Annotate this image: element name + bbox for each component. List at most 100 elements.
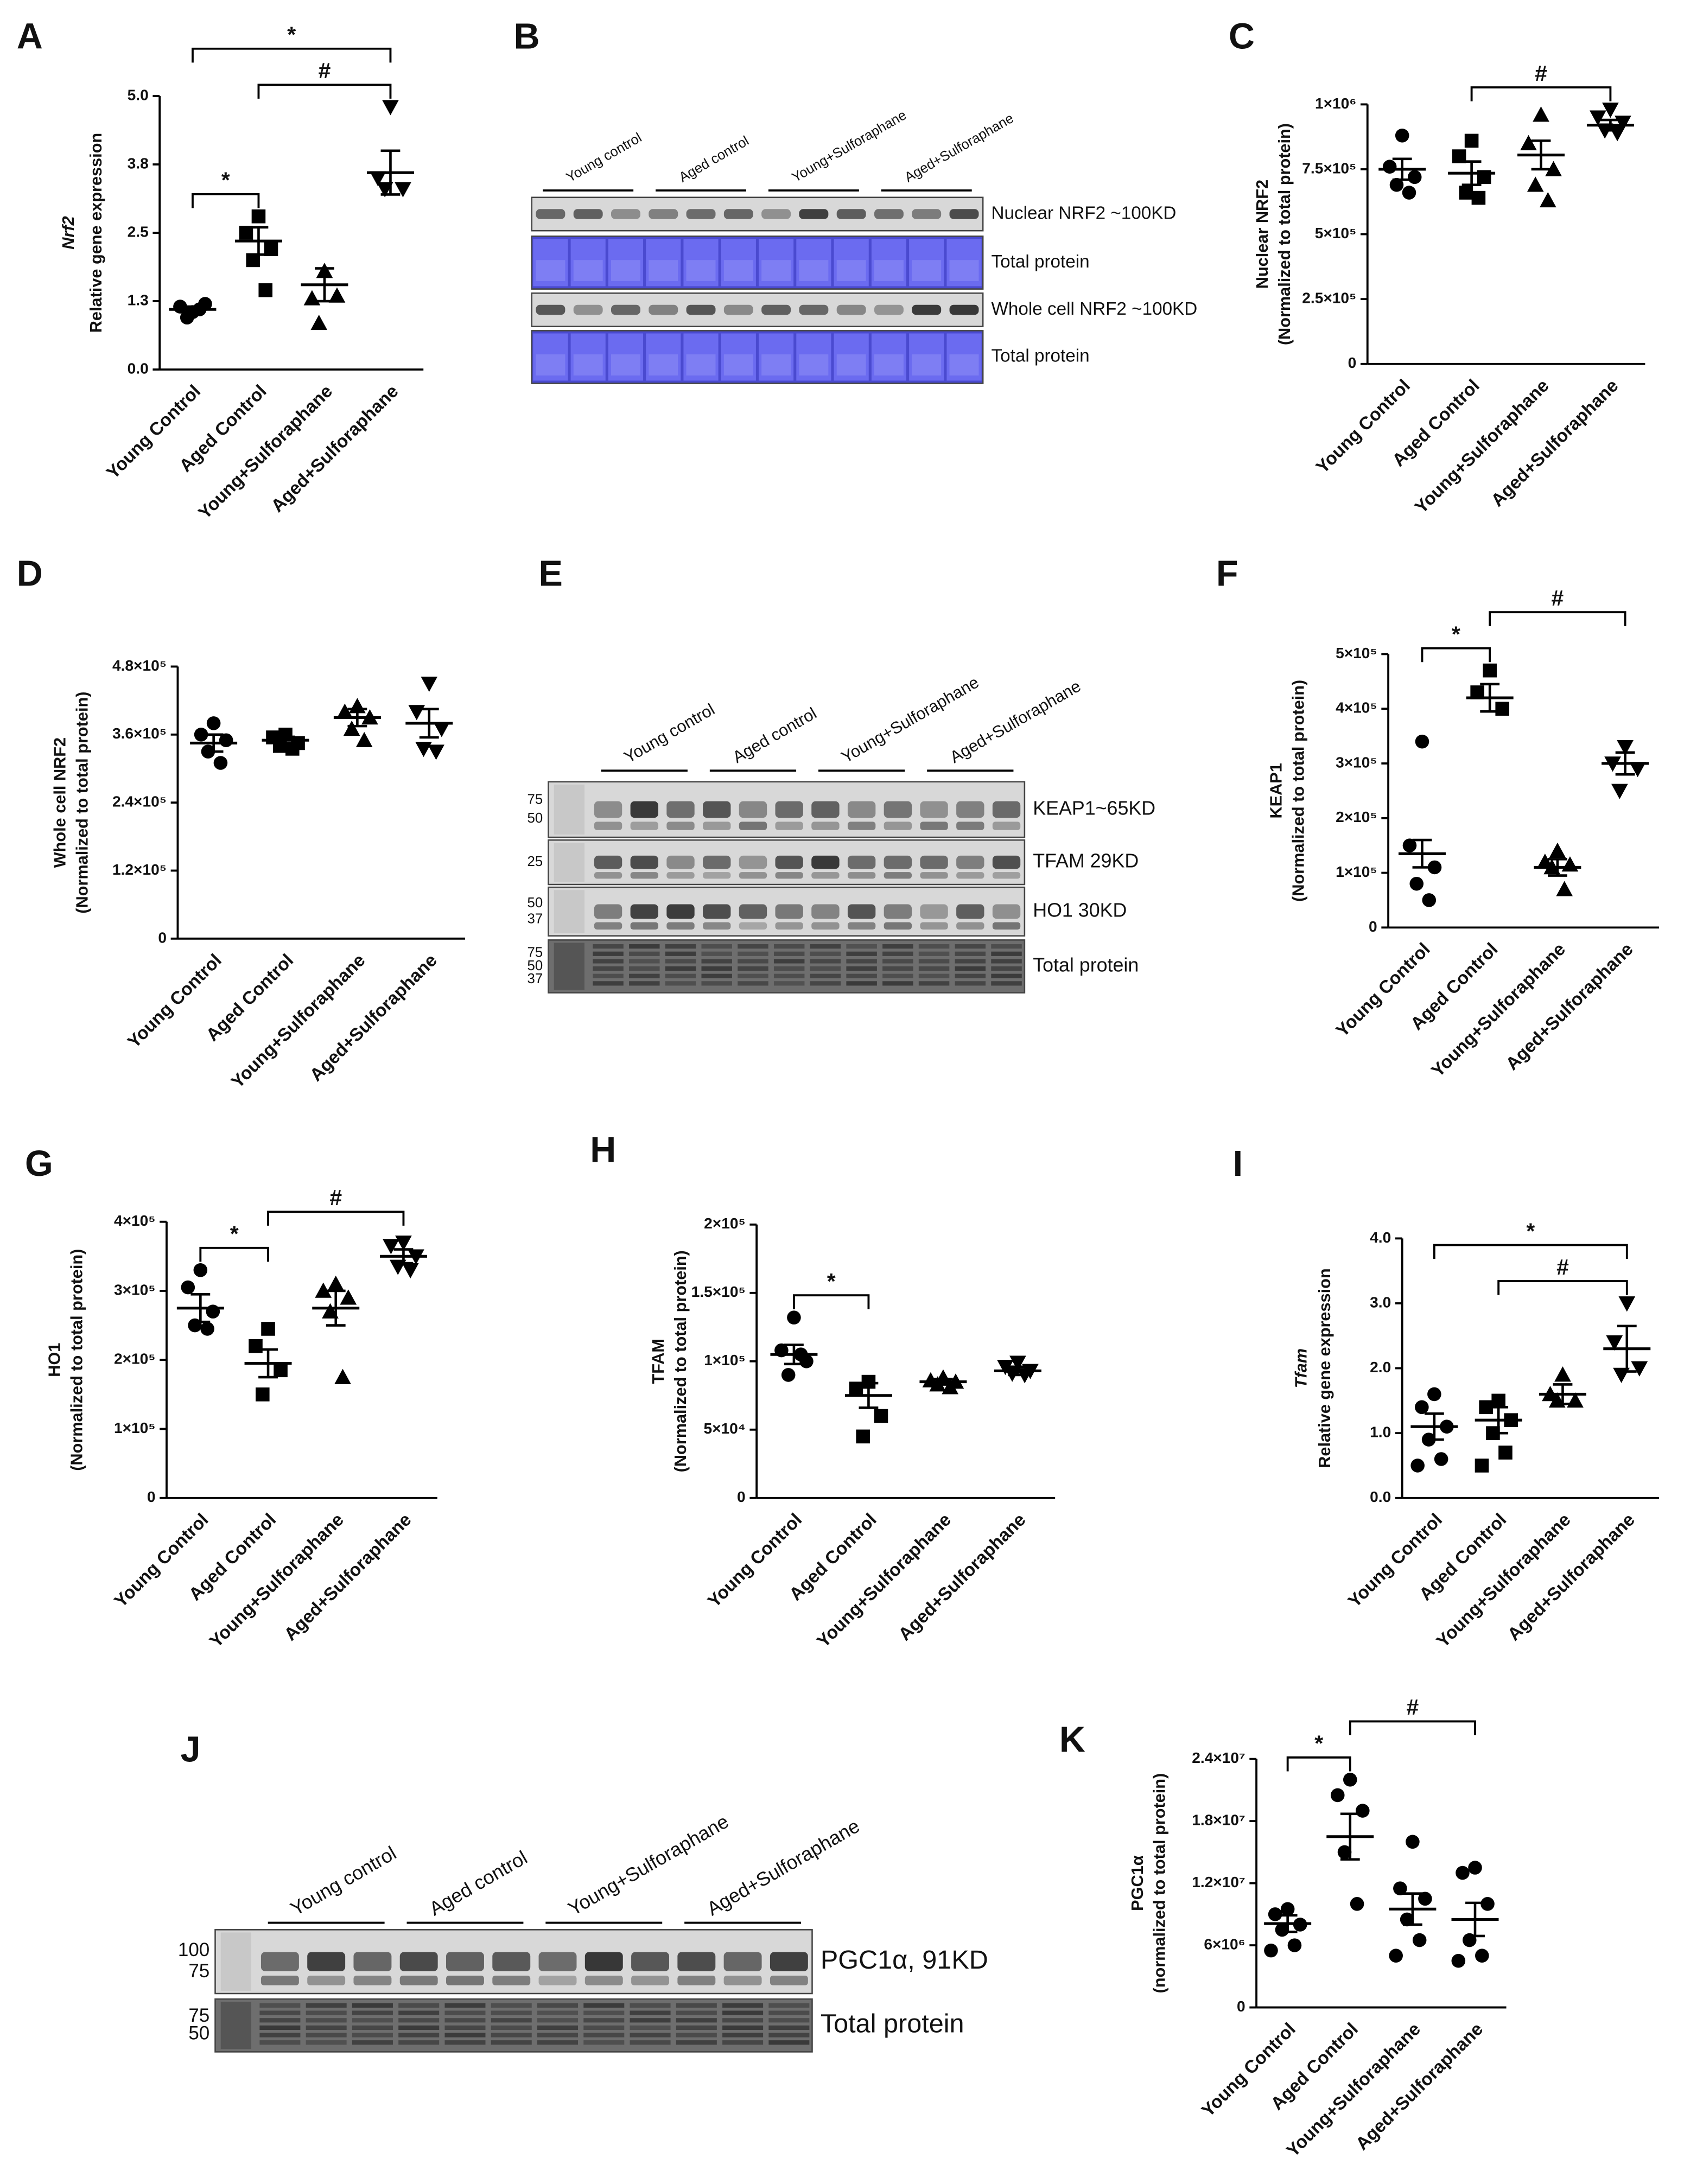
data-point: [1533, 106, 1549, 122]
data-point: [428, 744, 444, 760]
blot-band: [884, 922, 912, 930]
blot-band: [992, 801, 1021, 818]
blot-band: [773, 951, 805, 956]
error-bar: [419, 708, 439, 739]
error-bar: [1424, 1412, 1444, 1441]
blot-band: [739, 872, 767, 879]
blot-band: [631, 1976, 670, 1985]
data-point: [303, 290, 321, 305]
y-tick-label: 2.5×10⁵: [1302, 290, 1356, 307]
group-label: Aged control: [676, 133, 751, 186]
significance-bracket: [1286, 1756, 1351, 1772]
data-point: [395, 1236, 412, 1251]
error-bar: [933, 1378, 953, 1386]
blot-band: [491, 2025, 532, 2030]
blot-band: [738, 973, 768, 978]
blot-band: [799, 209, 829, 219]
significance-label: #: [1552, 585, 1564, 610]
data-point: [1287, 1938, 1302, 1952]
y-tick-label: 1.0: [1370, 1424, 1391, 1441]
blot-lane-shade: [912, 260, 942, 282]
blot-band: [594, 922, 622, 930]
significance-bracket: [192, 193, 260, 208]
blot-band: [882, 981, 913, 986]
blot-band: [665, 981, 696, 986]
ladder-lane: [220, 2002, 252, 2049]
significance-label: *: [1452, 622, 1460, 647]
significance-bracket: [257, 84, 392, 99]
data-point: [1356, 1804, 1370, 1818]
panel-letter: E: [539, 554, 563, 594]
blot-band: [722, 2010, 764, 2015]
blot-band: [882, 973, 913, 978]
significance-bracket: [192, 47, 392, 63]
significance-label: *: [230, 1221, 239, 1246]
significance-label: #: [1407, 1695, 1419, 1720]
y-tick-label: 7.5×10⁵: [1302, 160, 1356, 176]
y-tick-label: 2×10⁵: [114, 1351, 156, 1367]
y-tick-label: 2×10⁵: [1336, 808, 1377, 825]
blot-band: [703, 801, 731, 818]
blot-lane-shade: [686, 354, 716, 375]
error-bar: [204, 733, 224, 753]
blot-band: [991, 959, 1022, 964]
blot-band: [584, 1976, 623, 1985]
blot-band: [846, 951, 877, 956]
blot-band: [884, 904, 912, 919]
blot-band: [676, 2040, 717, 2045]
blot-band: [738, 981, 768, 986]
blot-band: [630, 2003, 671, 2008]
blot-band: [666, 872, 695, 879]
blot-band: [686, 304, 716, 315]
blot-band: [703, 922, 731, 930]
data-point: [383, 1239, 399, 1255]
y-axis-label: Nrf2: [59, 216, 78, 249]
significance-label: #: [1535, 61, 1547, 86]
error-bar: [258, 1348, 278, 1379]
group-label: Aged control: [425, 1846, 531, 1920]
error-bar: [1615, 751, 1635, 776]
blot-band: [629, 966, 660, 971]
error-bar: [249, 226, 269, 256]
x-tick-label: Young+Sulforaphane: [195, 381, 337, 524]
ladder-lane: [554, 890, 584, 933]
blot-band: [398, 2018, 440, 2023]
blot-band: [799, 304, 829, 315]
blot-band: [775, 855, 803, 869]
blot-band: [629, 959, 660, 964]
blot-band: [955, 981, 986, 986]
blot-band: [593, 951, 624, 956]
blot-band: [775, 922, 803, 930]
blot-band: [536, 304, 565, 315]
data-point: [249, 1339, 263, 1353]
data-point: [1554, 1366, 1571, 1382]
y-tick-label: 0: [737, 1488, 746, 1505]
blot-band: [811, 801, 840, 818]
blot-band: [882, 944, 913, 949]
ladder-label: 100: [178, 1939, 209, 1960]
y-tick-label: 3.8: [128, 155, 149, 171]
blot-band: [991, 944, 1022, 949]
data-point: [1382, 160, 1397, 174]
blot-band: [444, 2025, 486, 2030]
error-bar: [315, 267, 334, 303]
blot-band: [491, 2003, 532, 2008]
blot-band: [884, 801, 912, 818]
data-point: [256, 1387, 270, 1402]
blot-band: [491, 2018, 532, 2023]
blot-band: [722, 2018, 764, 2023]
blot-band: [912, 304, 942, 315]
ladder-label: 50: [528, 958, 543, 973]
blot-band: [949, 209, 979, 219]
blot-band: [722, 2025, 764, 2030]
blot-band: [677, 1976, 716, 1985]
data-point: [1264, 1943, 1278, 1958]
blot-band: [491, 2040, 532, 2045]
blot-band: [773, 981, 805, 986]
data-point: [1427, 1387, 1441, 1402]
blot-band: [536, 209, 565, 219]
ladder-label: 75: [188, 1960, 209, 1982]
data-point: [206, 1304, 220, 1319]
blot-label: Total protein: [1033, 954, 1139, 976]
blot-lane-shade: [573, 260, 603, 282]
